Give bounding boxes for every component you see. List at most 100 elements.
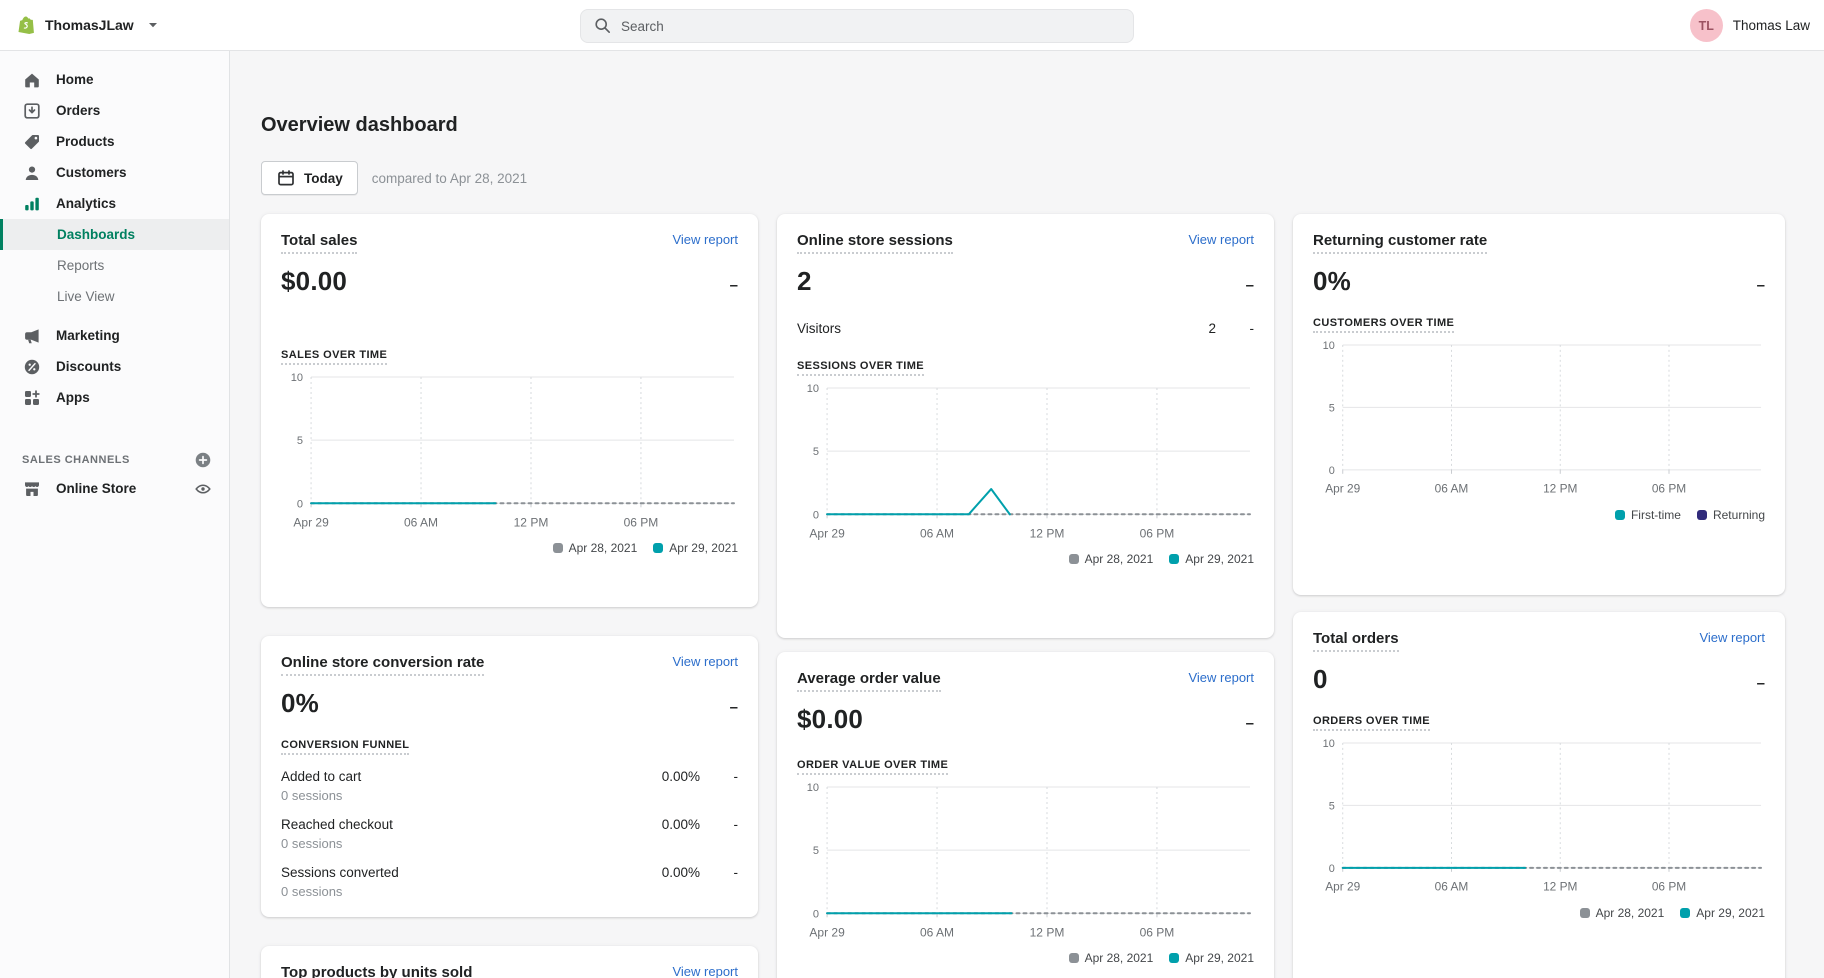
legend-swatch xyxy=(1169,554,1180,565)
metric-value: $0.00 xyxy=(797,704,864,734)
svg-text:0: 0 xyxy=(297,498,303,510)
card-title: Average order value xyxy=(797,670,941,692)
view-report-link[interactable]: View report xyxy=(672,964,738,978)
eye-icon[interactable] xyxy=(193,479,213,499)
sidebar-item-dashboards[interactable]: Dashboards xyxy=(0,219,229,250)
sidebar-item-products[interactable]: Products xyxy=(0,126,229,157)
section-label: CUSTOMERS OVER TIME xyxy=(1313,317,1455,333)
sidebar-item-orders[interactable]: Orders xyxy=(0,95,229,126)
svg-text:5: 5 xyxy=(1329,800,1335,812)
user-name: Thomas Law xyxy=(1732,18,1810,33)
total-orders-card: Total orders View report 0 – ORDERS OVER… xyxy=(1293,612,1785,978)
sidebar-item-reports[interactable]: Reports xyxy=(0,250,229,281)
date-filter-button[interactable]: Today xyxy=(261,161,358,195)
legend-swatch xyxy=(552,543,563,554)
sidebar-item-customers[interactable]: Customers xyxy=(0,157,229,188)
section-label: CONVERSION FUNNEL xyxy=(281,739,410,755)
svg-text:06 AM: 06 AM xyxy=(920,925,954,939)
shopify-logo-icon xyxy=(18,16,34,34)
customers-over-time-svg: 0 5 10 Apr 29 06 AM 12 PM 06 PM xyxy=(1323,340,1762,496)
metric-change: – xyxy=(1245,715,1254,732)
sidebar-item-label: Marketing xyxy=(56,328,120,343)
svg-text:5: 5 xyxy=(297,435,303,447)
sidebar-item-home[interactable]: Home xyxy=(0,64,229,95)
svg-text:06 PM: 06 PM xyxy=(1140,526,1175,540)
svg-text:5: 5 xyxy=(1329,402,1335,414)
svg-text:06 AM: 06 AM xyxy=(920,526,954,540)
metric-value: $0.00 xyxy=(281,266,348,296)
cards-column-3: Returning customer rate 0% – CUSTOMERS O… xyxy=(1293,214,1785,978)
sidebar-item-online-store[interactable]: Online Store xyxy=(0,473,229,504)
metric-value: 0 xyxy=(1313,664,1328,694)
view-report-link[interactable]: View report xyxy=(1188,232,1254,247)
sales-channels-header: SALES CHANNELS xyxy=(0,447,229,473)
card-title: Total sales xyxy=(281,232,358,254)
svg-text:06 PM: 06 PM xyxy=(1140,925,1175,939)
sidebar-item-marketing[interactable]: Marketing xyxy=(0,320,229,351)
main-content: Overview dashboard Today compared to Apr… xyxy=(230,51,1824,978)
sidebar-item-live-view[interactable]: Live View xyxy=(0,281,229,312)
svg-text:06 PM: 06 PM xyxy=(1652,482,1686,496)
metric-value: 0% xyxy=(281,688,319,718)
store-switcher[interactable]: ThomasJLaw xyxy=(0,15,163,35)
legend-item: Apr 29, 2021 xyxy=(653,541,738,555)
view-report-link[interactable]: View report xyxy=(1188,670,1254,685)
discounts-icon xyxy=(24,359,40,374)
view-report-link[interactable]: View report xyxy=(672,654,738,669)
sales-over-time-chart: 0 5 10 Apr 29 06 AM 12 PM 06 PM xyxy=(281,371,738,533)
legend-item: Returning xyxy=(1696,508,1765,522)
sidebar-item-label: Analytics xyxy=(56,196,117,211)
chevron-down-icon xyxy=(148,23,157,28)
section-label: SESSIONS OVER TIME xyxy=(797,360,925,376)
compare-text: compared to Apr 28, 2021 xyxy=(371,170,528,186)
svg-text:Apr 29: Apr 29 xyxy=(1325,482,1360,496)
sidebar-item-label: Products xyxy=(56,134,115,149)
section-label: SALES OVER TIME xyxy=(281,349,388,365)
customers-icon xyxy=(25,166,39,180)
search-bar[interactable] xyxy=(580,9,1134,43)
svg-text:10: 10 xyxy=(291,372,303,384)
returning-customer-rate-card: Returning customer rate 0% – CUSTOMERS O… xyxy=(1293,214,1785,595)
legend-label: First-time xyxy=(1630,507,1681,522)
visitors-value: 2 xyxy=(1208,321,1216,336)
legend-item: Apr 29, 2021 xyxy=(1680,906,1765,920)
section-label: ORDERS OVER TIME xyxy=(1313,715,1431,731)
legend-label: Apr 28, 2021 xyxy=(1084,951,1154,966)
legend-item: Apr 28, 2021 xyxy=(1068,951,1154,966)
svg-text:06 AM: 06 AM xyxy=(404,515,438,529)
order-value-over-time-svg: 0 5 10 Apr 29 06 AM 12 PM 06 PM xyxy=(807,782,1251,939)
chart-legend: Apr 28, 2021 Apr 29, 2021 xyxy=(797,552,1254,566)
search-input[interactable] xyxy=(621,18,1121,34)
date-filter-row: Today compared to Apr 28, 2021 xyxy=(261,161,527,195)
view-report-link[interactable]: View report xyxy=(1699,630,1765,645)
sidebar-item-analytics[interactable]: Analytics xyxy=(0,188,229,219)
funnel-step-sessions: 0 sessions xyxy=(281,788,343,803)
sidebar-item-apps[interactable]: Apps xyxy=(0,382,229,413)
legend-swatch xyxy=(1169,953,1180,964)
funnel-step-change: - xyxy=(733,817,739,832)
cards-column-1: Total sales View report $0.00 – SALES OV… xyxy=(261,214,758,978)
products-icon xyxy=(24,134,39,149)
sidebar-item-discounts[interactable]: Discounts xyxy=(0,351,229,382)
svg-text:Apr 29: Apr 29 xyxy=(809,925,845,939)
metric-value: 0% xyxy=(1313,266,1351,296)
apps-icon xyxy=(25,389,40,405)
card-title: Online store sessions xyxy=(797,232,953,254)
store-name: ThomasJLaw xyxy=(45,17,134,33)
top-products-card: Top products by units sold View report T… xyxy=(261,946,758,978)
view-report-link[interactable]: View report xyxy=(672,232,738,247)
funnel-step-label: Reached checkout xyxy=(281,817,393,832)
legend-label: Apr 28, 2021 xyxy=(1595,905,1665,920)
svg-text:12 PM: 12 PM xyxy=(1543,482,1577,496)
legend-item: Apr 28, 2021 xyxy=(552,541,637,555)
svg-text:06 PM: 06 PM xyxy=(1652,880,1686,894)
user-menu[interactable]: TL Thomas Law xyxy=(1689,0,1810,51)
add-channel-icon[interactable] xyxy=(193,450,213,470)
legend-item: Apr 28, 2021 xyxy=(1068,552,1153,566)
svg-text:12 PM: 12 PM xyxy=(514,515,549,529)
sidebar-item-label: Orders xyxy=(56,103,101,118)
funnel-step-change: - xyxy=(733,865,739,880)
svg-text:0: 0 xyxy=(1329,863,1335,875)
svg-text:Apr 29: Apr 29 xyxy=(293,515,329,529)
chart-legend: Apr 28, 2021 Apr 29, 2021 xyxy=(797,951,1254,965)
